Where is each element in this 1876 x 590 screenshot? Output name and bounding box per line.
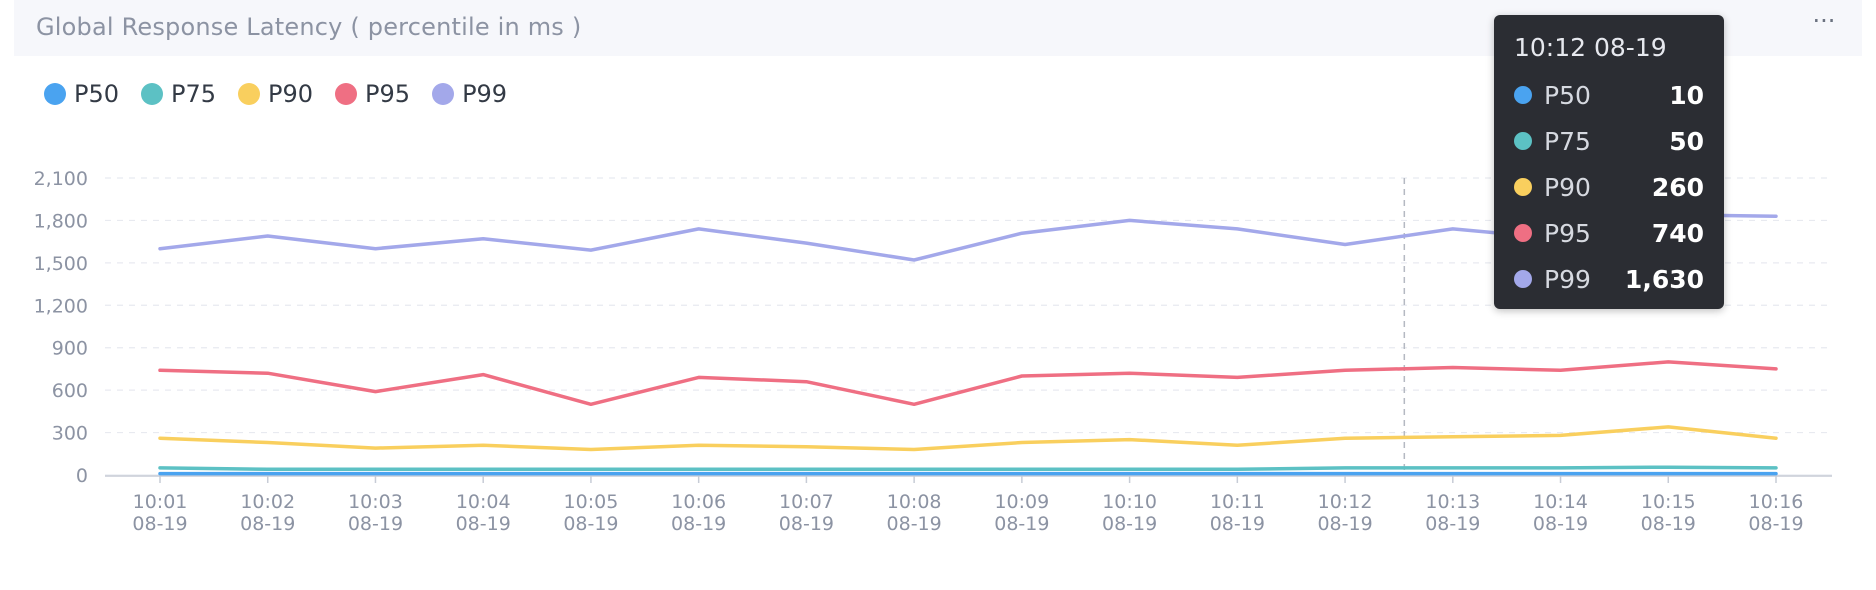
x-tick-label: 10:15 (1641, 491, 1696, 513)
x-tick-label: 10:09 (994, 491, 1049, 513)
legend-dot-icon (141, 83, 164, 105)
tooltip-series-value: 1,630 (1624, 264, 1704, 294)
x-tick-label: 10:08 (887, 491, 942, 513)
legend-dot-icon (335, 83, 358, 105)
tooltip-series-value: 50 (1669, 126, 1704, 156)
tooltip-title: 10:12 08-19 (1514, 33, 1667, 62)
x-tick-date-label: 08-19 (1425, 513, 1480, 535)
legend-item-p95[interactable]: P95 (335, 80, 410, 108)
panel-title: Global Response Latency ( percentile in … (36, 13, 582, 41)
x-tick-label: 10:04 (456, 491, 511, 513)
legend-item-p99[interactable]: P99 (432, 80, 507, 108)
tooltip-series-value: 740 (1651, 218, 1704, 248)
x-tick-label: 10:06 (671, 491, 726, 513)
x-tick-label: 10:03 (348, 491, 403, 513)
x-tick-label: 10:14 (1533, 491, 1588, 513)
chart-legend: P50 P75 P90 P95 P99 (44, 80, 507, 108)
legend-dot-icon (432, 83, 455, 105)
legend-label: P50 (74, 80, 120, 108)
y-tick-label: 300 (52, 423, 88, 445)
tooltip-row-p90: P90 260 (1514, 164, 1704, 210)
tooltip-series-name: P95 (1544, 218, 1591, 248)
x-tick-date-label: 08-19 (1641, 513, 1696, 535)
tooltip-dot-icon (1514, 86, 1532, 104)
x-tick-label: 10:11 (1210, 491, 1265, 513)
y-tick-label: 900 (52, 338, 88, 360)
legend-label: P90 (268, 80, 314, 108)
legend-label: P95 (365, 80, 411, 108)
x-tick-label: 10:01 (133, 491, 188, 513)
x-tick-date-label: 08-19 (1748, 513, 1803, 535)
tooltip-dot-icon (1514, 270, 1532, 288)
x-tick-date-label: 08-19 (671, 513, 726, 535)
legend-item-p75[interactable]: P75 (141, 80, 216, 108)
tooltip-row-p75: P75 50 (1514, 118, 1704, 164)
x-tick-date-label: 08-19 (1102, 513, 1157, 535)
legend-label: P75 (171, 80, 217, 108)
x-tick-date-label: 08-19 (132, 513, 187, 535)
x-tick-label: 10:13 (1425, 491, 1480, 513)
legend-item-p90[interactable]: P90 (238, 80, 313, 108)
tooltip-row-p99: P99 1,630 (1514, 256, 1704, 302)
tooltip-series-name: P75 (1544, 126, 1591, 156)
chart-tooltip: 10:12 08-19 P50 10 P75 50 P90 260 P95 74… (1494, 15, 1724, 309)
y-tick-label: 2,100 (34, 168, 88, 190)
legend-dot-icon (44, 83, 66, 105)
legend-dot-icon (238, 83, 261, 105)
tooltip-dot-icon (1514, 178, 1532, 196)
x-tick-date-label: 08-19 (456, 513, 511, 535)
series-line-p95 (158, 360, 1778, 407)
tooltip-dot-icon (1514, 224, 1532, 242)
legend-label: P99 (462, 80, 508, 108)
x-tick-label: 10:16 (1749, 491, 1804, 513)
tooltip-series-name: P99 (1544, 264, 1591, 294)
legend-item-p50[interactable]: P50 (44, 80, 119, 108)
x-tick-label: 10:12 (1318, 491, 1373, 513)
tooltip-row-p95: P95 740 (1514, 210, 1704, 256)
y-tick-label: 1,800 (34, 210, 88, 232)
x-tick-date-label: 08-19 (994, 513, 1049, 535)
tooltip-series-name: P90 (1544, 172, 1591, 202)
x-tick-date-label: 08-19 (240, 513, 295, 535)
x-tick-date-label: 08-19 (1533, 513, 1588, 535)
y-tick-label: 0 (76, 465, 88, 487)
x-tick-label: 10:10 (1102, 491, 1157, 513)
more-options-icon[interactable]: ··· (1812, 7, 1836, 35)
x-tick-label: 10:07 (779, 491, 834, 513)
series-line-p90 (158, 425, 1778, 452)
series-line-p75 (158, 465, 1778, 472)
x-tick-date-label: 08-19 (887, 513, 942, 535)
y-tick-label: 600 (52, 380, 88, 402)
tooltip-dot-icon (1514, 132, 1532, 150)
tooltip-series-value: 10 (1669, 80, 1704, 110)
x-tick-date-label: 08-19 (1210, 513, 1265, 535)
x-tick-label: 10:05 (564, 491, 619, 513)
x-tick-date-label: 08-19 (779, 513, 834, 535)
x-tick-date-label: 08-19 (563, 513, 618, 535)
x-tick-label: 10:02 (240, 491, 295, 513)
tooltip-series-value: 260 (1651, 172, 1704, 202)
x-tick-date-label: 08-19 (348, 513, 403, 535)
y-tick-label: 1,200 (34, 295, 88, 317)
tooltip-series-name: P50 (1544, 80, 1591, 110)
tooltip-row-p50: P50 10 (1514, 72, 1704, 118)
y-tick-label: 1,500 (34, 253, 88, 275)
x-tick-date-label: 08-19 (1317, 513, 1372, 535)
